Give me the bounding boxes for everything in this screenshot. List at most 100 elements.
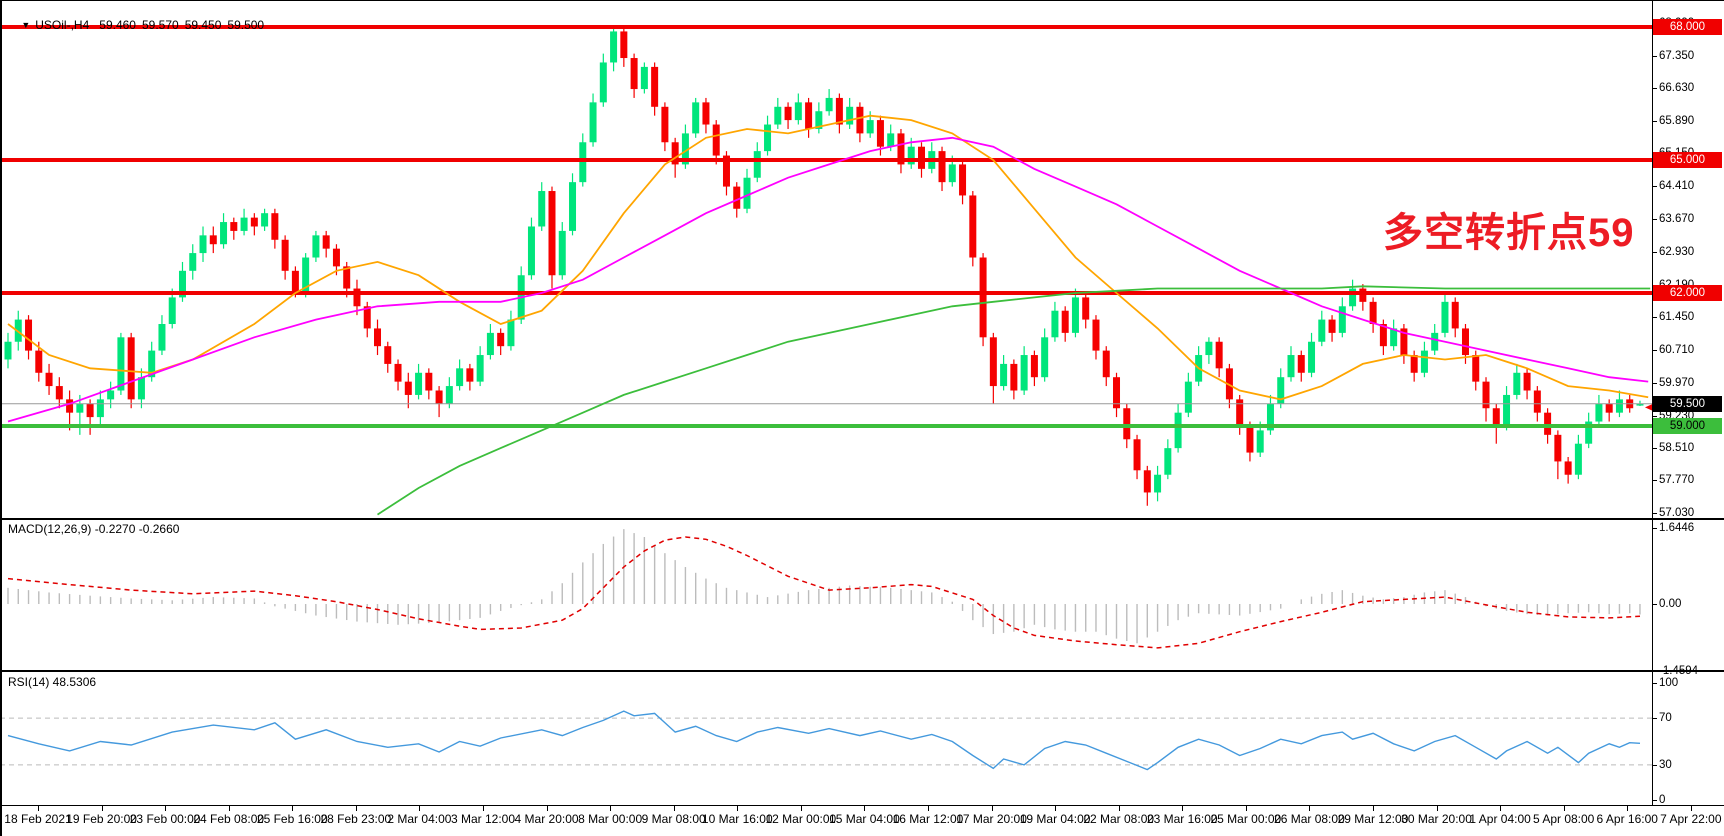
panel-separator[interactable]	[0, 670, 1724, 672]
time-tick	[1690, 806, 1692, 811]
candle-body	[1420, 350, 1428, 373]
time-label: 24 Feb 08:00	[193, 812, 265, 826]
candle-body	[1154, 474, 1162, 493]
time-tick	[1436, 806, 1438, 811]
candle-body	[1246, 425, 1254, 453]
panel-separator[interactable]	[0, 518, 1724, 520]
candle-body	[825, 97, 833, 112]
candle-body	[846, 106, 854, 125]
candle-body	[220, 222, 228, 245]
candle-body	[199, 235, 207, 254]
candle-body	[507, 319, 515, 347]
collapse-triangle-icon[interactable]: ▼	[21, 20, 31, 30]
candle-body	[1041, 337, 1049, 378]
candle-body	[1020, 355, 1028, 391]
candle-body	[979, 257, 987, 338]
time-tick	[228, 806, 230, 811]
time-tick	[800, 806, 802, 811]
candle-body	[1451, 301, 1459, 329]
time-label: 6 Apr 16:00	[1596, 812, 1658, 826]
time-tick	[864, 806, 866, 811]
candle-body	[466, 368, 474, 382]
candle-body	[1379, 324, 1387, 347]
candle-body	[384, 346, 392, 364]
time-tick	[1118, 806, 1120, 811]
candle-body	[456, 368, 464, 387]
candle-body	[1461, 328, 1469, 356]
candle-body	[907, 146, 915, 165]
candle-body	[989, 337, 997, 387]
time-label: 19 Feb 20:00	[66, 812, 137, 826]
candle-body	[1595, 403, 1603, 422]
price-badge: 59.500	[1653, 395, 1722, 412]
candle-body	[527, 226, 535, 276]
axis-tick-label: 59.970	[1652, 376, 1695, 389]
time-tick	[673, 806, 675, 811]
candle-body	[1030, 355, 1038, 378]
candle-body	[1318, 319, 1326, 342]
candle-body	[959, 164, 967, 196]
candle-body	[1431, 332, 1439, 351]
candle-body	[589, 102, 597, 143]
macd-label: MACD(12,26,9) -0.2270 -0.2660	[8, 522, 180, 536]
macd-indicator-panel[interactable]	[0, 520, 1652, 670]
candle-body	[363, 306, 371, 329]
time-label: 19 Mar 04:00	[1019, 812, 1091, 826]
candle-body	[343, 266, 351, 289]
candle-body	[178, 270, 186, 298]
candle-body	[394, 363, 402, 382]
candle-body	[1615, 399, 1623, 413]
ma-fast-line[interactable]	[7, 114, 1649, 401]
ma-long-line[interactable]	[377, 285, 1651, 516]
candle-body	[1225, 368, 1233, 400]
candle-body	[764, 124, 772, 152]
time-label: 25 Mar 00:00	[1210, 812, 1282, 826]
candle-body	[1492, 408, 1500, 426]
candle-body	[374, 328, 382, 347]
candle-body	[640, 66, 648, 90]
time-tick	[1055, 806, 1057, 811]
candle-body	[404, 381, 412, 395]
candle-body	[1574, 443, 1582, 475]
price-badge: 62.000	[1653, 284, 1722, 301]
time-label: 18 Feb 2021	[4, 812, 72, 826]
rsi-indicator-panel[interactable]	[0, 672, 1652, 805]
time-tick	[1182, 806, 1184, 811]
axis-tick-label: 60.710	[1652, 344, 1695, 357]
candle-body	[569, 182, 577, 231]
candle-body	[1585, 421, 1593, 444]
candle-body	[158, 324, 166, 351]
time-label: 29 Mar 12:00	[1337, 812, 1409, 826]
candle-body	[630, 58, 638, 90]
price-marker-arrow-icon[interactable]	[1644, 403, 1652, 411]
candle-body	[1051, 310, 1059, 338]
time-label: 2 Mar 04:00	[387, 812, 452, 826]
ma-mid-line[interactable]	[7, 136, 1649, 423]
candle-body	[1184, 381, 1192, 413]
time-label: 8 Mar 00:00	[578, 812, 643, 826]
candle-body	[1256, 430, 1264, 453]
time-label: 23 Mar 16:00	[1146, 812, 1218, 826]
candle-body	[445, 386, 453, 404]
candle-body	[25, 319, 33, 351]
candle-body	[579, 142, 587, 183]
price-badge: 68.000	[1653, 19, 1722, 35]
candle-body	[558, 230, 566, 276]
candle-body	[1390, 328, 1398, 347]
candle-body	[866, 120, 874, 134]
time-tick	[1245, 806, 1247, 811]
candle-body	[835, 97, 843, 125]
candle-body	[1400, 328, 1408, 356]
time-label: 25 Feb 16:00	[256, 812, 328, 826]
time-tick	[610, 806, 612, 811]
candle-body	[948, 164, 956, 183]
main-price-chart[interactable]	[0, 0, 1652, 518]
candle-body	[425, 372, 433, 391]
candle-body	[1071, 297, 1079, 333]
candle-body	[1133, 439, 1141, 471]
candle-body	[599, 62, 607, 103]
axis-tick-label: 58.510	[1652, 441, 1695, 454]
axis-tick-label: 63.670	[1652, 212, 1695, 225]
candle-body	[1082, 297, 1090, 320]
